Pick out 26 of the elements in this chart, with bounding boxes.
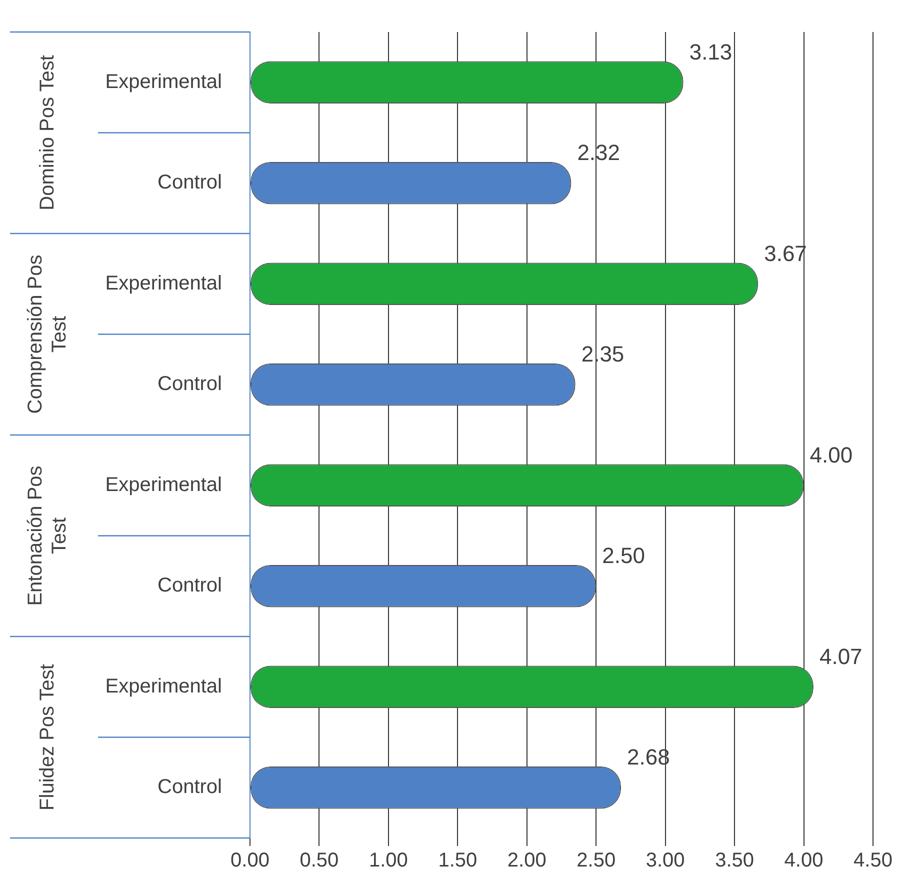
x-tick-label: 2.00 <box>507 850 546 872</box>
y-tick-label: Control <box>158 776 222 798</box>
x-tick-label: 1.00 <box>368 850 408 872</box>
text: Dominio Pos Test <box>36 54 59 210</box>
y-tick-label: Control <box>158 172 222 194</box>
data-label: 4.07 <box>819 644 862 669</box>
y-tick-label: Control <box>158 373 222 396</box>
data-label: 3.13 <box>689 39 732 64</box>
data-label: 4.00 <box>810 442 853 468</box>
x-tick-label: 4.50 <box>854 850 892 872</box>
x-tick-label: 3.50 <box>715 850 754 872</box>
x-tick-label: 2.50 <box>576 850 616 872</box>
text: Entonación Pos Test <box>24 466 71 606</box>
x-tick-label: 1.50 <box>438 850 478 872</box>
text: Comprensión Pos Test <box>24 254 71 414</box>
y-tick-label: Control <box>158 574 222 597</box>
y-tick-label: Experimental <box>105 675 222 698</box>
y-tick-label: Experimental <box>105 474 222 496</box>
y-tick-label: Experimental <box>105 70 222 93</box>
x-tick-label: 0.00 <box>230 850 270 872</box>
x-tick-label: 3.00 <box>646 850 685 872</box>
x-tick-label: 0.50 <box>300 850 339 872</box>
x-tick-label: 4.00 <box>784 850 824 872</box>
y-tick-label: Experimental <box>105 272 222 294</box>
text: Fluidez Pos Test <box>36 664 59 810</box>
data-label: 2.50 <box>602 543 645 568</box>
